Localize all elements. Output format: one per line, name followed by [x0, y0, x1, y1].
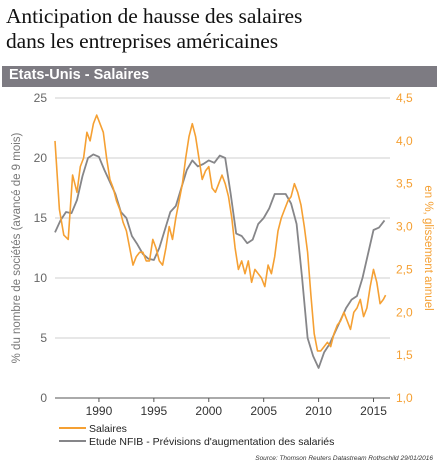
- y-axis-label-right: en %, glissement annuel: [422, 185, 434, 310]
- y-tick-label-left: 5: [40, 331, 47, 345]
- x-tick-label: 2000: [195, 404, 222, 418]
- left-axis-ticks: 0 5 10 15 20 25: [34, 91, 48, 405]
- legend-label-nfib: Etude NFIB - Prévisions d'augmentation d…: [89, 436, 334, 448]
- y-tick-label-left: 20: [34, 151, 48, 165]
- y-tick-label-left: 25: [34, 91, 48, 105]
- y-tick-label-right: 4,0: [396, 134, 413, 148]
- legend: Salaires Etude NFIB - Prévisions d'augme…: [59, 423, 334, 448]
- chart-title: Anticipation de hausse des salaires dans…: [6, 4, 436, 54]
- legend-label-salaires: Salaires: [89, 423, 127, 435]
- source-note: Source: Thomson Reuters Datastream Roths…: [255, 455, 433, 462]
- y-tick-label-right: 3,0: [396, 220, 413, 234]
- x-axis-ticks: 1990 1995 2000 2005 2010 2015: [86, 398, 387, 418]
- subtitle-band-label: Etats-Unis - Salaires: [9, 67, 150, 83]
- y-tick-label-right: 1,0: [396, 391, 413, 405]
- y-tick-label-right: 2,0: [396, 305, 413, 319]
- series-lines: [54, 114, 387, 369]
- y-tick-label-left: 0: [40, 391, 47, 405]
- x-tick-label: 2015: [360, 404, 387, 418]
- x-tick-label: 2005: [250, 404, 277, 418]
- subtitle-band: Etats-Unis - Salaires: [2, 66, 437, 87]
- y-tick-label-right: 2,5: [396, 262, 413, 276]
- y-tick-label-right: 4,5: [396, 91, 413, 105]
- y-tick-label-right: 1,5: [396, 348, 413, 362]
- x-tick-label: 1990: [86, 404, 113, 418]
- y-tick-label-left: 10: [34, 271, 48, 285]
- x-tick-label: 1995: [141, 404, 168, 418]
- right-axis-ticks: 1,0 1,5 2,0 2,5 3,0 3,5 4,0 4,5: [396, 91, 413, 405]
- grid-lines: [55, 97, 390, 339]
- chart-title-line-1: Anticipation de hausse des salaires: [6, 4, 303, 28]
- y-tick-label-left: 15: [34, 211, 48, 225]
- series-line-nfib: [54, 153, 386, 369]
- chart-title-line-2: dans les entreprises américaines: [6, 29, 279, 53]
- x-tick-label: 2010: [305, 404, 332, 418]
- series-line-salaires: [54, 114, 387, 352]
- y-axis-label-left: % du nombre de sociétés (avancé de 9 moi…: [11, 132, 23, 363]
- y-tick-label-right: 3,5: [396, 177, 413, 191]
